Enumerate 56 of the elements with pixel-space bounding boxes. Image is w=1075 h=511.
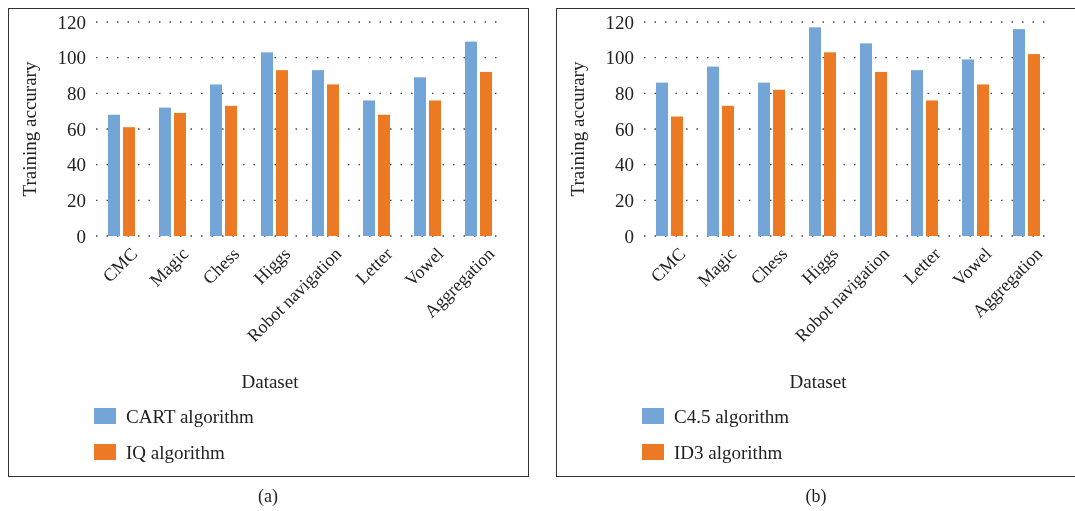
bar — [656, 82, 668, 236]
bar — [378, 114, 390, 236]
bar — [875, 71, 887, 236]
bar — [261, 52, 273, 236]
bar — [276, 70, 288, 236]
bar — [480, 71, 492, 236]
y-tick-label: 80 — [67, 82, 86, 104]
y-tick-label: 0 — [624, 225, 634, 247]
bar — [327, 84, 339, 236]
y-tick-label: 0 — [76, 225, 86, 247]
y-axis-title: Training accurary — [567, 61, 588, 197]
bar — [911, 70, 923, 236]
bar — [210, 84, 222, 236]
bar — [722, 105, 734, 236]
y-tick-label: 100 — [57, 47, 86, 69]
bar — [1013, 29, 1025, 236]
bar — [159, 107, 171, 236]
legend-label: CART algorithm — [126, 405, 255, 427]
legend-label: IQ algorithm — [126, 441, 225, 463]
bar — [108, 114, 120, 236]
x-axis-title: Dataset — [241, 371, 300, 392]
bar — [1028, 54, 1040, 236]
x-axis-title: Dataset — [789, 371, 848, 392]
bar — [809, 27, 821, 236]
bar — [977, 84, 989, 236]
bar — [225, 105, 237, 236]
bar — [707, 66, 719, 236]
bar — [174, 112, 186, 236]
y-tick-label: 40 — [615, 154, 634, 176]
bar — [773, 89, 785, 236]
y-tick-label: 120 — [57, 11, 86, 33]
y-axis-title: Training accurary — [19, 61, 40, 197]
y-tick-label: 60 — [67, 118, 86, 140]
bar — [671, 116, 683, 236]
y-tick-label: 20 — [67, 189, 86, 211]
y-tick-label: 40 — [67, 154, 86, 176]
text: (b) — [805, 486, 827, 507]
y-tick-label: 60 — [615, 118, 634, 140]
bar — [465, 41, 477, 236]
bar — [414, 77, 426, 236]
text: (a) — [258, 486, 278, 507]
y-tick-label: 80 — [615, 82, 634, 104]
legend-label: C4.5 algorithm — [674, 405, 790, 427]
y-tick-label: 100 — [605, 47, 634, 69]
bar — [962, 59, 974, 236]
bar — [363, 100, 375, 236]
bar — [860, 43, 872, 236]
y-tick-label: 120 — [605, 11, 634, 33]
bar — [312, 70, 324, 236]
bar — [926, 100, 938, 236]
legend-label: ID3 algorithm — [674, 441, 783, 463]
y-tick-label: 20 — [615, 189, 634, 211]
bar — [429, 100, 441, 236]
bar — [123, 127, 135, 236]
bar — [824, 52, 836, 236]
bar — [758, 82, 770, 236]
